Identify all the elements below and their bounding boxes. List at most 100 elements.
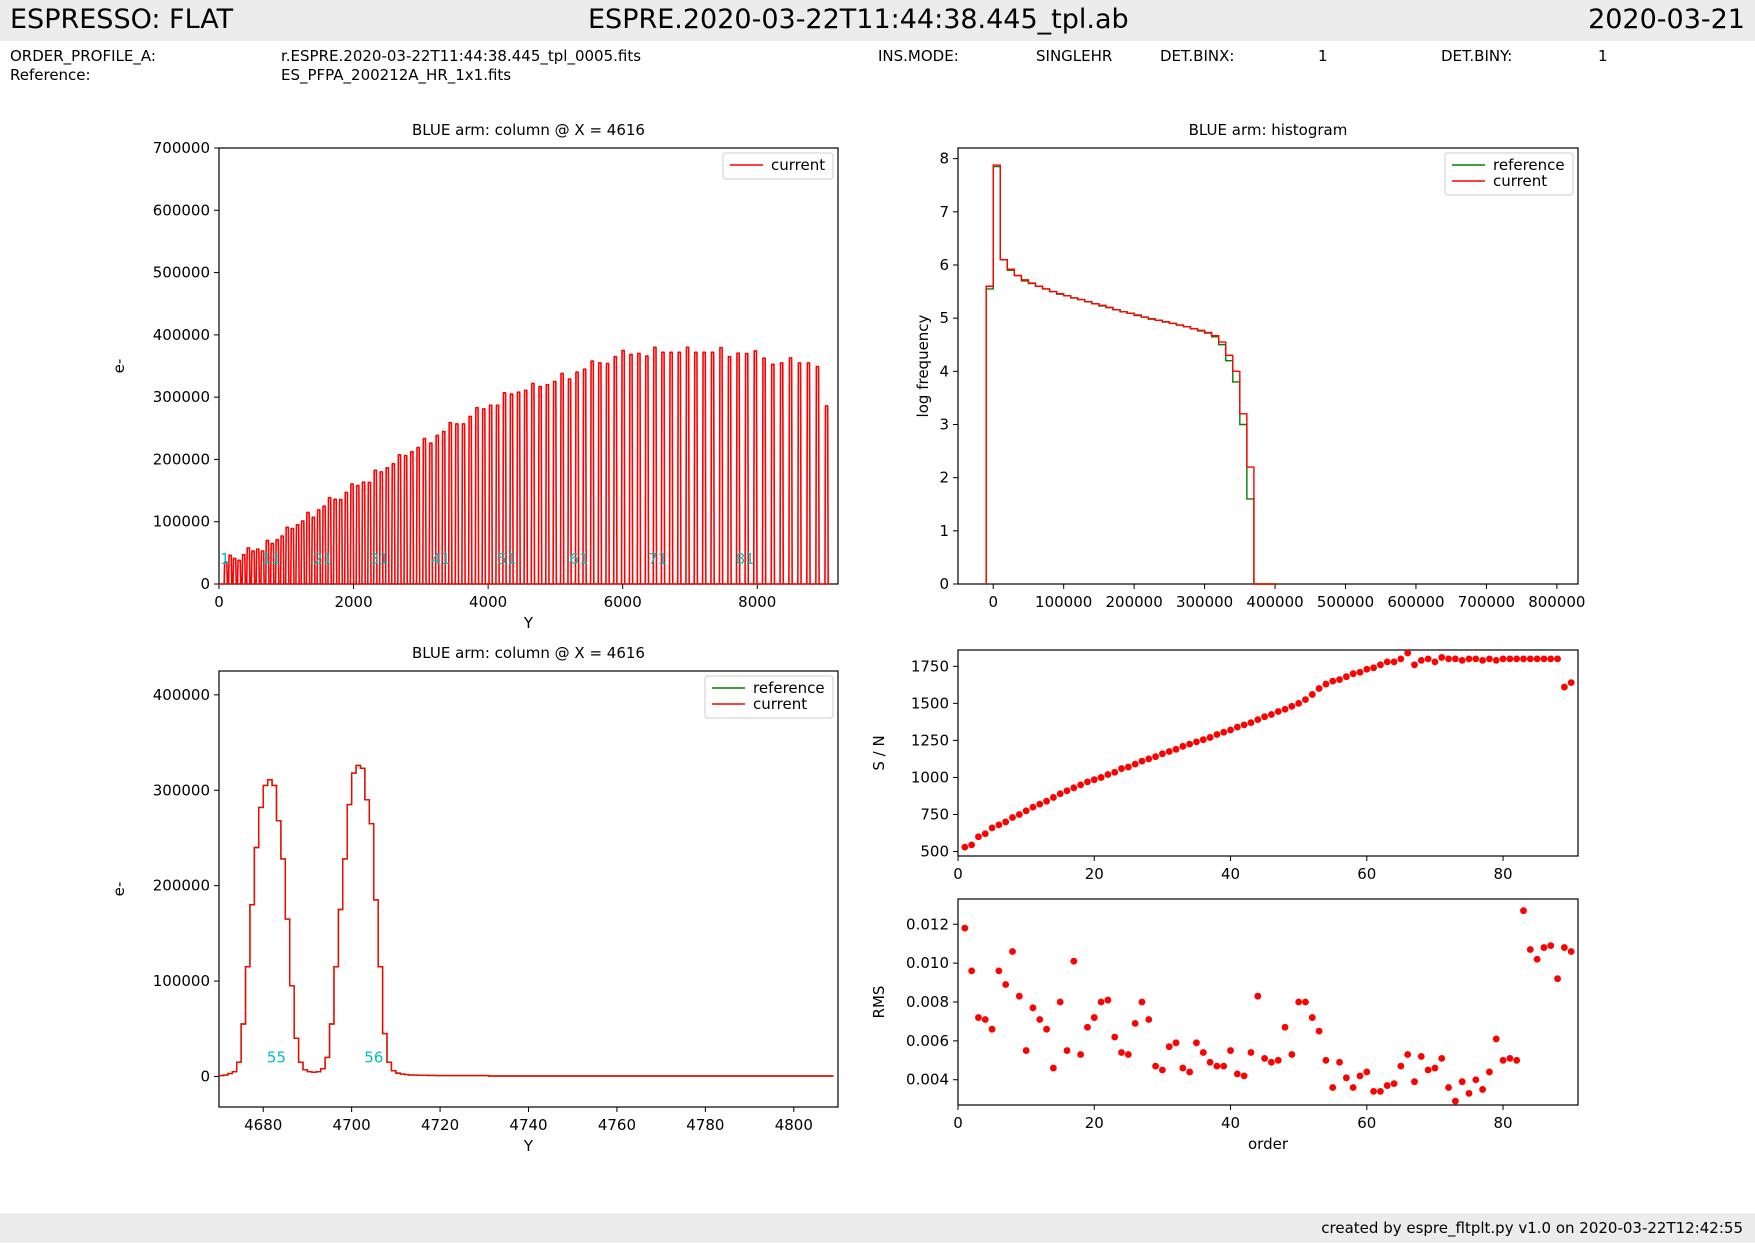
sn-point (1220, 728, 1228, 736)
column-order-label: 11 (262, 550, 281, 568)
rms-point (1199, 1049, 1207, 1056)
column-xtick-label: 4000 (469, 593, 507, 611)
histogram-current-line (985, 164, 1276, 585)
sn-xtick-label: 60 (1357, 865, 1376, 883)
sn-point (968, 841, 976, 849)
sn-point (1540, 655, 1548, 663)
rms-point (1329, 1084, 1337, 1091)
rms-point (1322, 1056, 1330, 1064)
rms-point (1206, 1058, 1214, 1066)
zoom-legend-label-current: current (753, 695, 807, 713)
rms-point (1131, 1019, 1139, 1027)
rms-point (1049, 1064, 1057, 1072)
column-ytick-label: 700000 (153, 139, 210, 157)
rms-point (1363, 1068, 1371, 1076)
rms-point (1097, 998, 1105, 1006)
rms-point (1424, 1066, 1432, 1074)
rms-point (1063, 1047, 1071, 1054)
rms-point (1308, 1014, 1316, 1021)
histogram-ytick-label: 3 (939, 415, 949, 433)
rms-point (1547, 942, 1555, 950)
zoom-xtick-label: 4760 (598, 1116, 636, 1134)
sn-point (1124, 763, 1132, 771)
rms-point (1220, 1062, 1228, 1070)
sn-point (1397, 655, 1405, 663)
column-order-label: 41 (431, 550, 450, 568)
sn-point (1295, 699, 1303, 707)
reference-value: ES_PFPA_200212A_HR_1x1.fits (281, 66, 512, 84)
sn-point (1043, 797, 1050, 805)
rms-point (1390, 1080, 1398, 1088)
zoom-xtick-label: 4700 (333, 1116, 371, 1134)
sn-point (1315, 685, 1323, 692)
sn-point (1138, 757, 1146, 765)
rms-point (1022, 1047, 1030, 1054)
rms-point (1172, 1039, 1180, 1047)
histogram-ylabel: log frequency (914, 314, 932, 417)
zoom-ytick-label: 100000 (153, 972, 210, 990)
sn-point (1233, 723, 1241, 731)
rms-point (1145, 1016, 1153, 1023)
sn-point (1193, 738, 1200, 746)
det-biny-label: DET.BINY: (1441, 47, 1513, 65)
sn-point (1199, 736, 1207, 744)
sn-point (1465, 655, 1473, 663)
histogram-ytick-label: 1 (939, 522, 949, 540)
rms-point (1560, 944, 1568, 951)
sn-point (1390, 658, 1398, 666)
sn-point (1567, 679, 1575, 687)
histogram-legend-label-current: current (1493, 172, 1547, 190)
rms-point (1179, 1064, 1187, 1072)
sn-point (1349, 670, 1357, 678)
rms-ytick-label: 0.008 (906, 993, 949, 1011)
column-legend (722, 152, 834, 180)
rms-point (1138, 998, 1146, 1006)
histogram-plot: 0 100000 200000 300000 400000 500000 600000 700… (914, 121, 1585, 611)
det-binx-label: DET.BINX: (1160, 47, 1235, 65)
rms-point (1492, 1035, 1500, 1043)
sn-point (1560, 683, 1568, 691)
sn-point (995, 821, 1003, 829)
zoom-ytick-label: 300000 (153, 781, 210, 799)
rms-plot: 0 20 40 60 80 0.004 0.006 0.008 0.010 0.012 order R… (870, 898, 1579, 1153)
zoom-xtick-label: 4720 (421, 1116, 459, 1134)
sn-point (1104, 771, 1112, 778)
rms-point (1077, 1051, 1085, 1058)
sn-point (1240, 721, 1248, 729)
sn-point (1165, 748, 1173, 755)
column-xtick-label: 2000 (334, 593, 372, 611)
sn-point (1520, 655, 1527, 663)
rms-point (1165, 1043, 1173, 1051)
rms-point (1090, 1014, 1098, 1021)
rms-point (1281, 1023, 1289, 1031)
rms-point (1377, 1087, 1384, 1095)
rms-point (1336, 1058, 1343, 1066)
sn-point (1077, 781, 1085, 789)
column-plot: 0 2000 4000 6000 8000 0 100000 200000 300000 4000… (110, 121, 839, 632)
rms-point (1036, 1016, 1044, 1023)
rms-xtick-label: 0 (953, 1114, 963, 1132)
sn-point (1009, 814, 1016, 821)
histogram-title: BLUE arm: histogram (1189, 121, 1348, 139)
sn-point (1513, 655, 1521, 663)
rms-point (1268, 1058, 1275, 1066)
rms-point (1370, 1087, 1378, 1095)
sn-point (1056, 790, 1064, 798)
zoom-xtick-label: 4780 (686, 1116, 724, 1134)
order-profile-label: ORDER_PROFILE_A: (10, 47, 156, 65)
sn-xtick-label: 40 (1221, 865, 1240, 883)
sn-point (1206, 734, 1214, 741)
zoom-plot: 4680 4700 4720 4740 4760 4780 4800 0 100000 20000… (110, 644, 839, 1155)
sn-point (1186, 740, 1194, 748)
sn-ytick-label: 1250 (911, 731, 949, 749)
rms-point (961, 924, 969, 932)
rms-point (1431, 1064, 1439, 1072)
sn-point (1547, 655, 1555, 663)
sn-point (1363, 665, 1371, 673)
column-frame (218, 147, 839, 585)
column-ytick-label: 500000 (153, 264, 210, 282)
rms-point (1158, 1066, 1166, 1074)
sn-point (1445, 655, 1452, 663)
histogram-xtick-label: 200000 (1106, 593, 1163, 611)
sn-point (1213, 731, 1221, 738)
